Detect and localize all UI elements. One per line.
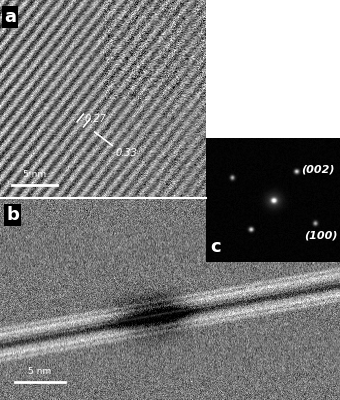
Text: (100): (100): [304, 230, 337, 240]
Text: 5 nm: 5 nm: [23, 170, 46, 179]
Text: 0.27: 0.27: [84, 114, 106, 124]
Text: c: c: [210, 238, 220, 256]
Text: a: a: [4, 8, 16, 26]
Text: 5 nm: 5 nm: [29, 367, 52, 376]
Text: b: b: [6, 206, 19, 224]
Text: 0.33: 0.33: [116, 148, 137, 158]
Text: (002): (002): [301, 164, 334, 174]
